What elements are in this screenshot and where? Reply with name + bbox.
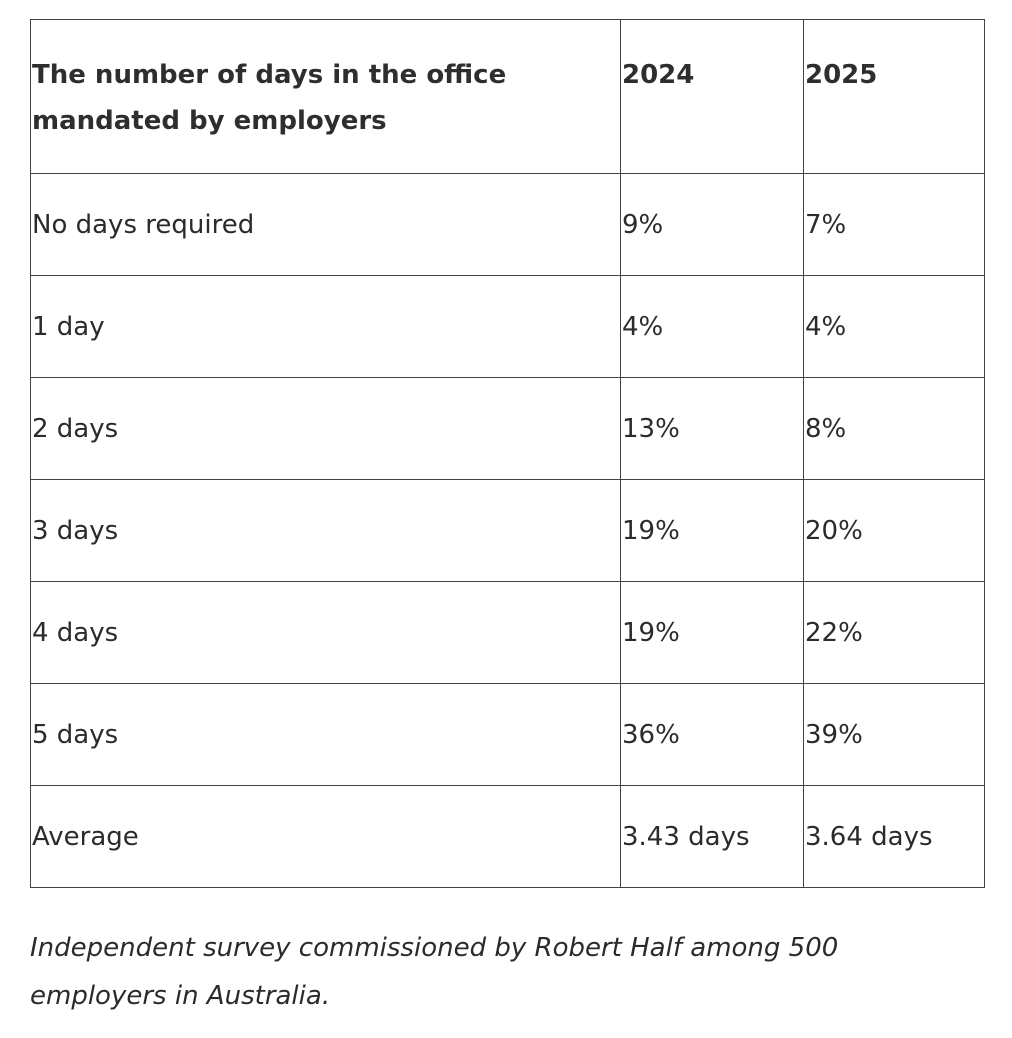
cell-2024: 19%: [620, 479, 804, 582]
row-label: 1 day: [30, 275, 621, 378]
header-days-mandated: The number of days in the office mandate…: [30, 19, 621, 174]
cell-2025: 20%: [803, 479, 985, 582]
table-row-average: Average 3.43 days 3.64 days: [30, 785, 985, 888]
survey-caption: Independent survey commissioned by Rober…: [30, 933, 839, 1011]
cell-2024: 4%: [620, 275, 804, 378]
table-body: No days required 9% 7% 1 day 4% 4% 2 day…: [30, 173, 985, 888]
cell-2024: 13%: [620, 377, 804, 480]
header-year-2025: 2025: [803, 19, 985, 174]
table-row: 5 days 36% 39%: [30, 683, 985, 786]
cell-2024: 3.43 days: [620, 785, 804, 888]
row-label: Average: [30, 785, 621, 888]
row-label: 4 days: [30, 581, 621, 684]
row-label: 2 days: [30, 377, 621, 480]
row-label: 3 days: [30, 479, 621, 582]
office-days-table-container: The number of days in the office mandate…: [30, 19, 985, 888]
office-days-table: The number of days in the office mandate…: [30, 19, 985, 888]
table-header: The number of days in the office mandate…: [30, 19, 985, 174]
table-header-row: The number of days in the office mandate…: [30, 19, 985, 174]
cell-2025: 39%: [803, 683, 985, 786]
cell-2024: 36%: [620, 683, 804, 786]
cell-2025: 8%: [803, 377, 985, 480]
table-row: 2 days 13% 8%: [30, 377, 985, 480]
row-label: No days required: [30, 173, 621, 276]
cell-2024: 9%: [620, 173, 804, 276]
cell-2025: 7%: [803, 173, 985, 276]
cell-2025: 4%: [803, 275, 985, 378]
table-row: 1 day 4% 4%: [30, 275, 985, 378]
row-label: 5 days: [30, 683, 621, 786]
header-year-2024: 2024: [620, 19, 804, 174]
table-row: 3 days 19% 20%: [30, 479, 985, 582]
table-row: 4 days 19% 22%: [30, 581, 985, 684]
cell-2025: 3.64 days: [803, 785, 985, 888]
cell-2024: 19%: [620, 581, 804, 684]
cell-2025: 22%: [803, 581, 985, 684]
table-row: No days required 9% 7%: [30, 173, 985, 276]
